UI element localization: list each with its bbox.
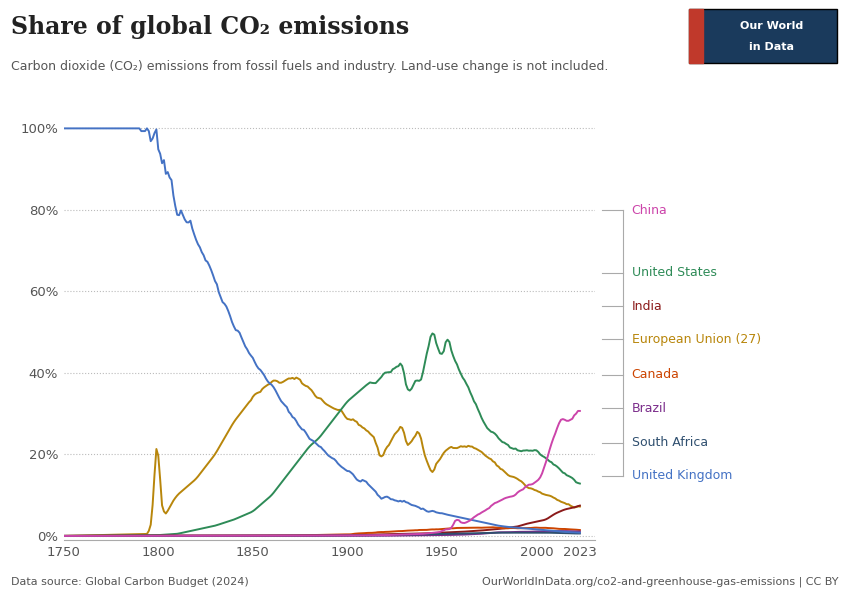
Text: Brazil: Brazil — [632, 401, 666, 415]
Text: China: China — [632, 203, 667, 217]
Text: Share of global CO₂ emissions: Share of global CO₂ emissions — [11, 15, 410, 39]
Text: South Africa: South Africa — [632, 436, 708, 449]
Bar — [688, 9, 703, 63]
Text: European Union (27): European Union (27) — [632, 332, 761, 346]
Text: Carbon dioxide (CO₂) emissions from fossil fuels and industry. Land-use change i: Carbon dioxide (CO₂) emissions from foss… — [11, 60, 609, 73]
Text: in Data: in Data — [750, 42, 794, 52]
Text: India: India — [632, 299, 662, 313]
Text: Our World: Our World — [740, 21, 803, 31]
Text: United Kingdom: United Kingdom — [632, 469, 732, 482]
Text: Data source: Global Carbon Budget (2024): Data source: Global Carbon Budget (2024) — [11, 577, 249, 587]
Text: Canada: Canada — [632, 368, 679, 382]
Text: OurWorldInData.org/co2-and-greenhouse-gas-emissions | CC BY: OurWorldInData.org/co2-and-greenhouse-ga… — [483, 576, 839, 587]
Text: United States: United States — [632, 266, 717, 280]
FancyBboxPatch shape — [688, 9, 837, 63]
